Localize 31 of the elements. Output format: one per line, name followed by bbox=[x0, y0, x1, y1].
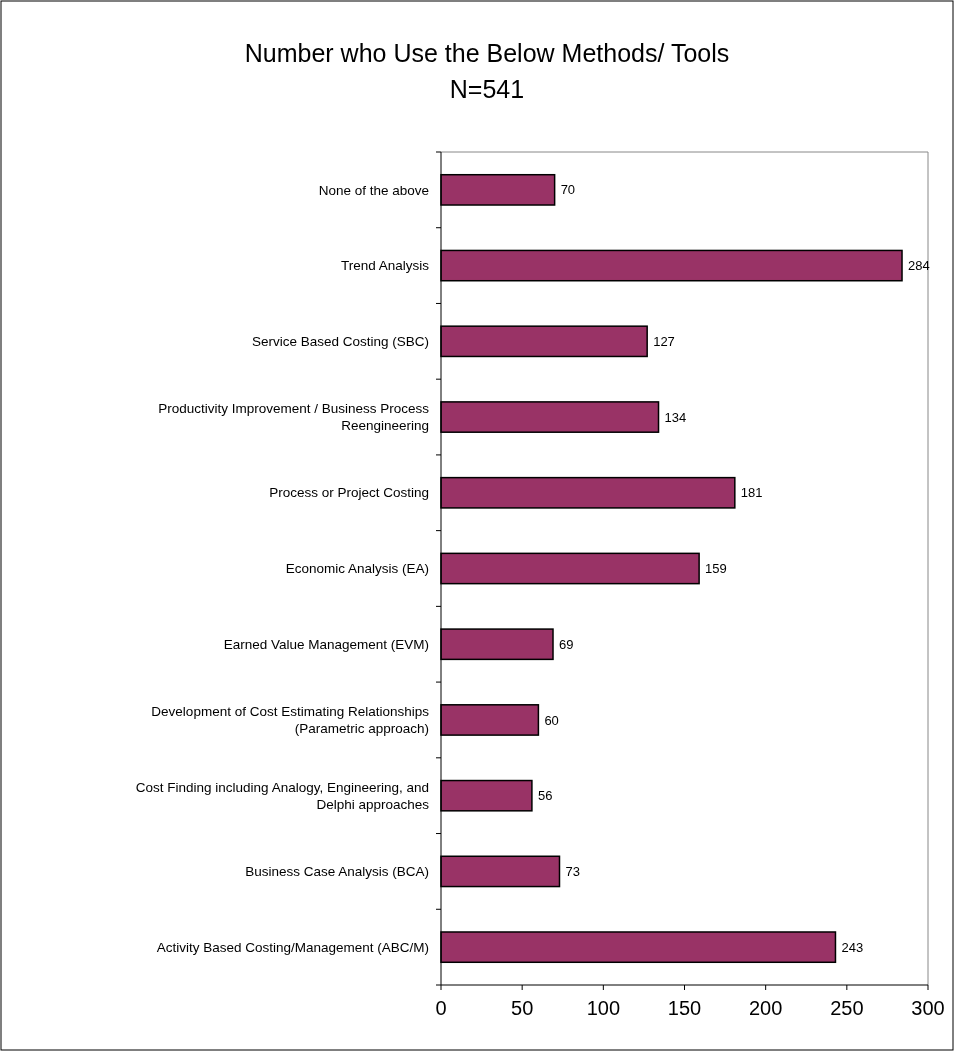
x-tick-label: 100 bbox=[586, 997, 621, 1019]
data-label: 127 bbox=[653, 333, 675, 349]
data-label: 181 bbox=[740, 485, 763, 501]
data-label: 284 bbox=[908, 258, 930, 274]
chart-subtitle: N=541 bbox=[449, 75, 525, 103]
y-tick-label: None of the above bbox=[318, 182, 429, 198]
x-tick-label: 250 bbox=[830, 997, 864, 1019]
y-tick-label: Development of Cost Estimating Relationships (Parametric approach) bbox=[151, 704, 430, 737]
y-tick-label: Process or Project Costing bbox=[269, 485, 429, 501]
x-tick-label: 150 bbox=[667, 997, 702, 1019]
x-tick-label: 200 bbox=[748, 997, 783, 1019]
y-tick-label: Cost Finding including Analogy, Engineering, and Delphi approaches bbox=[135, 779, 430, 812]
y-tick-label: Productivity Improvement / Business Process Reengineering bbox=[158, 401, 430, 434]
y-tick-label: Business Case Analysis (BCA) bbox=[245, 864, 429, 880]
chart-title: Number who Use the Below Methods/ Tools bbox=[244, 39, 730, 67]
y-tick-label: Activity Based Costing/Management (ABC/M) bbox=[156, 939, 429, 955]
y-tick-label: Earned Value Management (EVM) bbox=[223, 636, 429, 652]
y-tick-label: Economic Analysis (EA) bbox=[285, 561, 429, 577]
data-label: 60 bbox=[544, 712, 559, 728]
x-tick-label: 0 bbox=[435, 997, 447, 1019]
data-label: 70 bbox=[560, 182, 576, 198]
data-label: 159 bbox=[705, 561, 727, 577]
y-tick-label: Service Based Costing (SBC) bbox=[251, 334, 429, 350]
data-label: 243 bbox=[841, 939, 864, 955]
data-label: 69 bbox=[559, 636, 574, 652]
data-label: 56 bbox=[537, 788, 553, 804]
x-tick-label: 300 bbox=[911, 997, 945, 1019]
data-label: 134 bbox=[664, 409, 687, 425]
data-label: 73 bbox=[565, 863, 580, 879]
x-tick-label: 50 bbox=[511, 997, 534, 1019]
y-tick-label: Trend Analysis bbox=[340, 258, 430, 274]
